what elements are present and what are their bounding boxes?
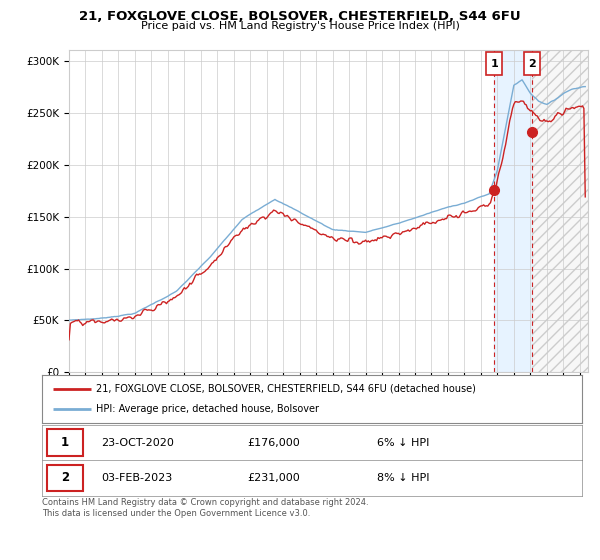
FancyBboxPatch shape <box>486 53 502 76</box>
Bar <box>47 465 83 491</box>
Bar <box>532 50 588 372</box>
Bar <box>47 430 83 456</box>
Text: £231,000: £231,000 <box>247 473 300 483</box>
Text: 2: 2 <box>528 59 536 69</box>
Text: 21, FOXGLOVE CLOSE, BOLSOVER, CHESTERFIELD, S44 6FU (detached house): 21, FOXGLOVE CLOSE, BOLSOVER, CHESTERFIE… <box>96 384 476 394</box>
Text: 2: 2 <box>61 472 69 484</box>
Text: 21, FOXGLOVE CLOSE, BOLSOVER, CHESTERFIELD, S44 6FU: 21, FOXGLOVE CLOSE, BOLSOVER, CHESTERFIE… <box>79 10 521 23</box>
Text: Contains HM Land Registry data © Crown copyright and database right 2024.
This d: Contains HM Land Registry data © Crown c… <box>42 498 368 518</box>
Text: 1: 1 <box>490 59 498 69</box>
Text: 6% ↓ HPI: 6% ↓ HPI <box>377 438 429 447</box>
Text: £176,000: £176,000 <box>247 438 300 447</box>
Bar <box>494 50 532 372</box>
Text: 8% ↓ HPI: 8% ↓ HPI <box>377 473 430 483</box>
Bar <box>532 50 588 372</box>
Text: 03-FEB-2023: 03-FEB-2023 <box>101 473 173 483</box>
FancyBboxPatch shape <box>524 53 540 76</box>
Text: HPI: Average price, detached house, Bolsover: HPI: Average price, detached house, Bols… <box>96 404 319 414</box>
Text: Price paid vs. HM Land Registry's House Price Index (HPI): Price paid vs. HM Land Registry's House … <box>140 21 460 31</box>
Text: 1: 1 <box>61 436 69 449</box>
Text: 23-OCT-2020: 23-OCT-2020 <box>101 438 174 447</box>
